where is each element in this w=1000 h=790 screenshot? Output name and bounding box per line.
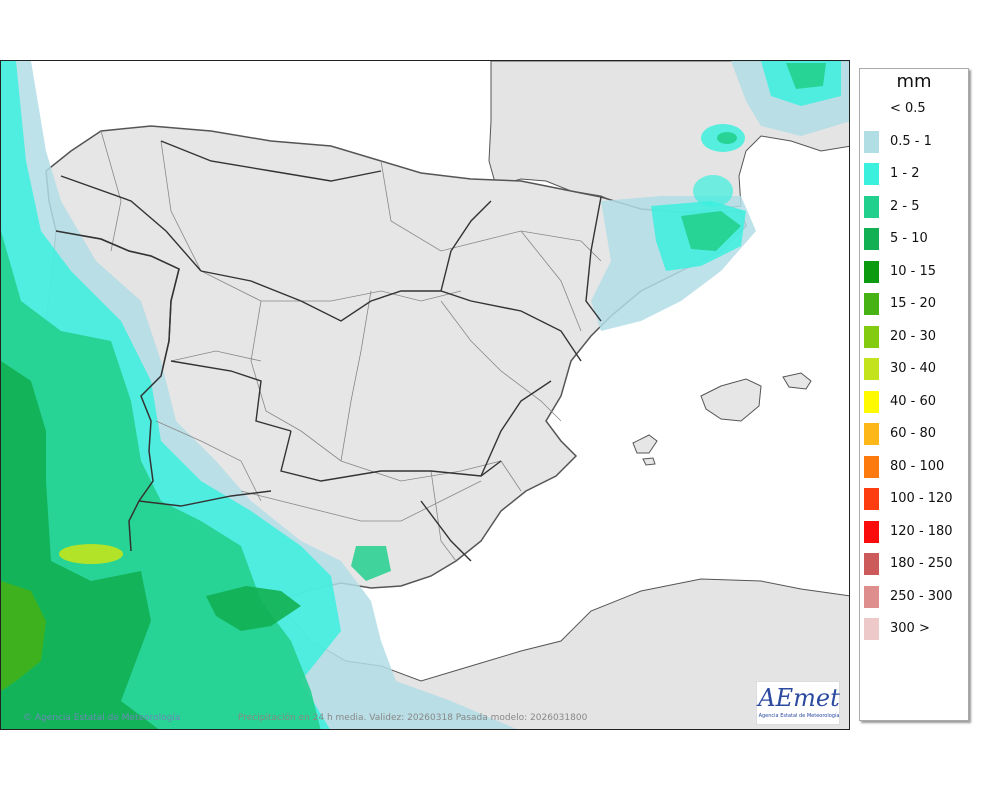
precip-gulf-of-lion	[693, 61, 849, 207]
legend-item: 40 - 60	[860, 390, 968, 413]
legend-swatch	[864, 163, 879, 185]
legend-item: < 0.5	[860, 98, 968, 120]
legend-label: 40 - 60	[890, 393, 937, 409]
spain-portugal-border	[55, 230, 180, 552]
legend-label: 15 - 20	[890, 296, 937, 311]
legend-swatch	[864, 325, 879, 348]
map-svg	[1, 61, 849, 729]
legend-label: 10 - 15	[890, 263, 937, 279]
legend-item: 180 - 250	[860, 553, 968, 575]
legend-label: 300 >	[890, 621, 930, 636]
legend-label: 2 - 5	[890, 198, 920, 214]
legend-item: 60 - 80	[860, 423, 968, 445]
legend-label: 1 - 2	[890, 166, 920, 181]
legend-label: 80 - 100	[890, 458, 945, 474]
legend-label: 0.5 - 1	[890, 133, 932, 149]
mallorca	[700, 378, 762, 422]
precipitation-map: © Agencia Estatal de Meteorología Precip…	[0, 60, 850, 730]
legend-label: 20 - 30	[890, 328, 937, 344]
legend-item: 120 - 180	[860, 520, 968, 543]
legend-item: 300 >	[860, 618, 968, 640]
precip-atlantic	[1, 61, 517, 729]
legend-swatch	[864, 260, 879, 283]
legend-item: 2 - 5	[860, 195, 968, 218]
legend-swatch	[864, 455, 879, 478]
legend-swatch	[864, 293, 879, 315]
legend-title: mm	[896, 71, 932, 92]
legend-label: 5 - 10	[890, 231, 928, 246]
precipitation-legend: mm < 0.5 0.5 - 1 1 - 2 2 - 5 5 - 10 10 - 15 15…	[859, 68, 969, 721]
legend-label: 250 - 300	[890, 588, 953, 604]
legend-swatch	[864, 195, 879, 218]
legend-item: 1 - 2	[860, 163, 968, 185]
legend-item: 0.5 - 1	[860, 130, 968, 153]
legend-item: 100 - 120	[860, 488, 968, 510]
legend-label: 100 - 120	[890, 491, 953, 506]
legend-swatch	[864, 358, 879, 380]
legend-swatch	[864, 553, 879, 575]
community-borders	[60, 140, 602, 562]
logo-subtitle: Agencia Estatal de Meteorología	[758, 713, 840, 719]
precip-catalonia	[591, 196, 756, 331]
legend-item: 30 - 40	[860, 358, 968, 380]
legend-item: 10 - 15	[860, 260, 968, 283]
aemet-logo: AEmet Agencia Estatal de Meteorología	[756, 681, 840, 725]
legend-item: 250 - 300	[860, 585, 968, 608]
legend-item: 5 - 10	[860, 228, 968, 250]
logo-name: AEmet	[758, 684, 840, 712]
legend-swatch	[864, 585, 879, 608]
region-borders	[100, 130, 602, 562]
legend-swatch	[864, 520, 879, 543]
formentera	[642, 457, 656, 466]
legend-label: 120 - 180	[890, 523, 953, 539]
legend-swatch	[864, 390, 879, 413]
legend-item: 80 - 100	[860, 455, 968, 478]
legend-swatch	[864, 618, 879, 640]
legend-label: < 0.5	[890, 101, 926, 116]
legend-swatch	[864, 130, 879, 153]
legend-swatch	[864, 228, 879, 250]
agency-credit: © Agencia Estatal de Meteorología	[23, 713, 181, 723]
legend-item: 15 - 20	[860, 293, 968, 315]
legend-swatch	[864, 423, 879, 445]
legend-item: 20 - 30	[860, 325, 968, 348]
menorca	[782, 372, 812, 390]
ibiza	[632, 434, 658, 454]
legend-swatch	[864, 488, 879, 510]
legend-label: 60 - 80	[890, 426, 937, 441]
map-caption: Precipitación en 24 h media. Validez: 20…	[238, 713, 588, 723]
legend-label: 180 - 250	[890, 556, 953, 571]
legend-label: 30 - 40	[890, 361, 937, 376]
